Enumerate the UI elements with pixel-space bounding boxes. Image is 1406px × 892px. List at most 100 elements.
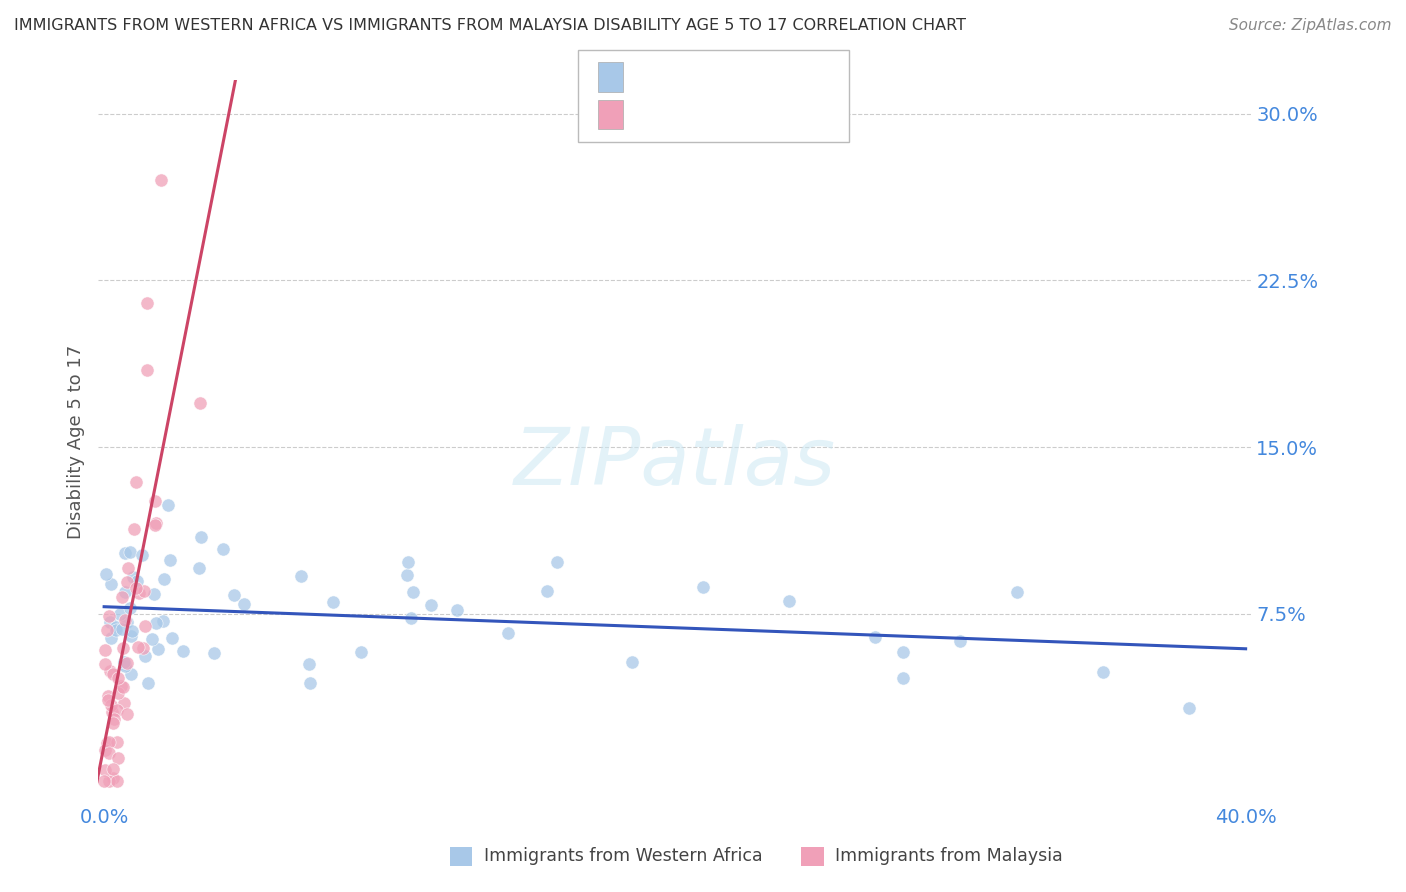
Point [1007, 584, 1029, 599]
Text: Source: ZipAtlas.com: Source: ZipAtlas.com [1229, 18, 1392, 33]
Point [419, 598, 441, 612]
Point [114, 584, 136, 599]
Point [159, 552, 181, 566]
Point [132, 641, 155, 656]
Text: R =: R = [634, 105, 679, 124]
Point [298, 676, 321, 690]
Text: IMMIGRANTS FROM WESTERN AFRICA VS IMMIGRANTS FROM MALAYSIA DISABILITY AGE 5 TO 1: IMMIGRANTS FROM WESTERN AFRICA VS IMMIGR… [14, 18, 966, 33]
Point [232, 597, 254, 611]
Point [111, 622, 134, 636]
Point [114, 613, 136, 627]
Point [202, 646, 225, 660]
Point [395, 567, 418, 582]
Point [322, 595, 344, 609]
Point [105, 620, 128, 634]
Point [100, 576, 122, 591]
Point [446, 603, 468, 617]
Point [190, 531, 212, 545]
Point [93, 773, 115, 788]
Text: 0.743: 0.743 [668, 105, 735, 124]
Point [150, 173, 173, 187]
Point [111, 680, 134, 694]
Point [110, 679, 132, 693]
Point [107, 686, 129, 700]
Point [141, 632, 163, 647]
Point [146, 641, 169, 656]
Point [122, 570, 145, 584]
Point [1177, 700, 1199, 714]
Point [98, 615, 121, 630]
Point [118, 545, 141, 559]
Point [152, 614, 174, 628]
Point [128, 586, 150, 600]
Point [298, 657, 321, 671]
Point [120, 601, 142, 615]
Point [125, 475, 148, 490]
Point [121, 624, 143, 639]
Point [120, 630, 142, 644]
Point [100, 698, 122, 713]
Point [103, 712, 125, 726]
Point [107, 751, 129, 765]
Point [136, 295, 159, 310]
Point [212, 541, 235, 556]
Point [187, 561, 209, 575]
Text: 64: 64 [766, 68, 789, 87]
Point [96, 623, 118, 637]
Point [97, 690, 120, 704]
Y-axis label: Disability Age 5 to 17: Disability Age 5 to 17 [66, 344, 84, 539]
Point [145, 516, 167, 531]
Point [101, 706, 124, 720]
Point [97, 735, 120, 749]
Point [115, 575, 138, 590]
Point [496, 626, 519, 640]
Point [143, 494, 166, 508]
Text: R =: R = [634, 68, 679, 87]
Point [96, 567, 118, 582]
Point [114, 657, 136, 672]
Point [131, 548, 153, 562]
Point [145, 518, 167, 533]
Point [863, 630, 886, 644]
Point [114, 545, 136, 559]
Point [152, 572, 174, 586]
Point [891, 671, 914, 685]
Point [115, 615, 138, 629]
Text: N =: N = [721, 68, 789, 87]
Point [290, 569, 312, 583]
Text: ZIPatlas: ZIPatlas [513, 425, 837, 502]
Point [114, 658, 136, 673]
Point [222, 588, 245, 602]
Point [97, 746, 120, 760]
Point [172, 644, 194, 658]
Point [101, 763, 124, 777]
Point [122, 522, 145, 536]
Point [107, 671, 129, 685]
Point [1091, 665, 1114, 680]
Point [134, 649, 156, 664]
Point [97, 693, 120, 707]
Point [112, 655, 135, 669]
Text: -0.007: -0.007 [668, 68, 735, 87]
Point [778, 594, 800, 608]
Point [103, 716, 125, 731]
Text: N =: N = [721, 105, 789, 124]
Point [402, 584, 425, 599]
Point [536, 583, 558, 598]
Point [125, 581, 148, 595]
Point [136, 363, 159, 377]
Point [350, 645, 373, 659]
Point [127, 640, 149, 655]
Point [949, 633, 972, 648]
Point [96, 736, 118, 750]
Point [546, 555, 568, 569]
Point [98, 608, 121, 623]
Point [94, 657, 117, 672]
Point [103, 666, 125, 681]
Point [120, 667, 142, 681]
Point [108, 607, 131, 621]
Point [115, 656, 138, 670]
Point [111, 590, 134, 604]
Point [111, 641, 134, 656]
Point [891, 645, 914, 659]
